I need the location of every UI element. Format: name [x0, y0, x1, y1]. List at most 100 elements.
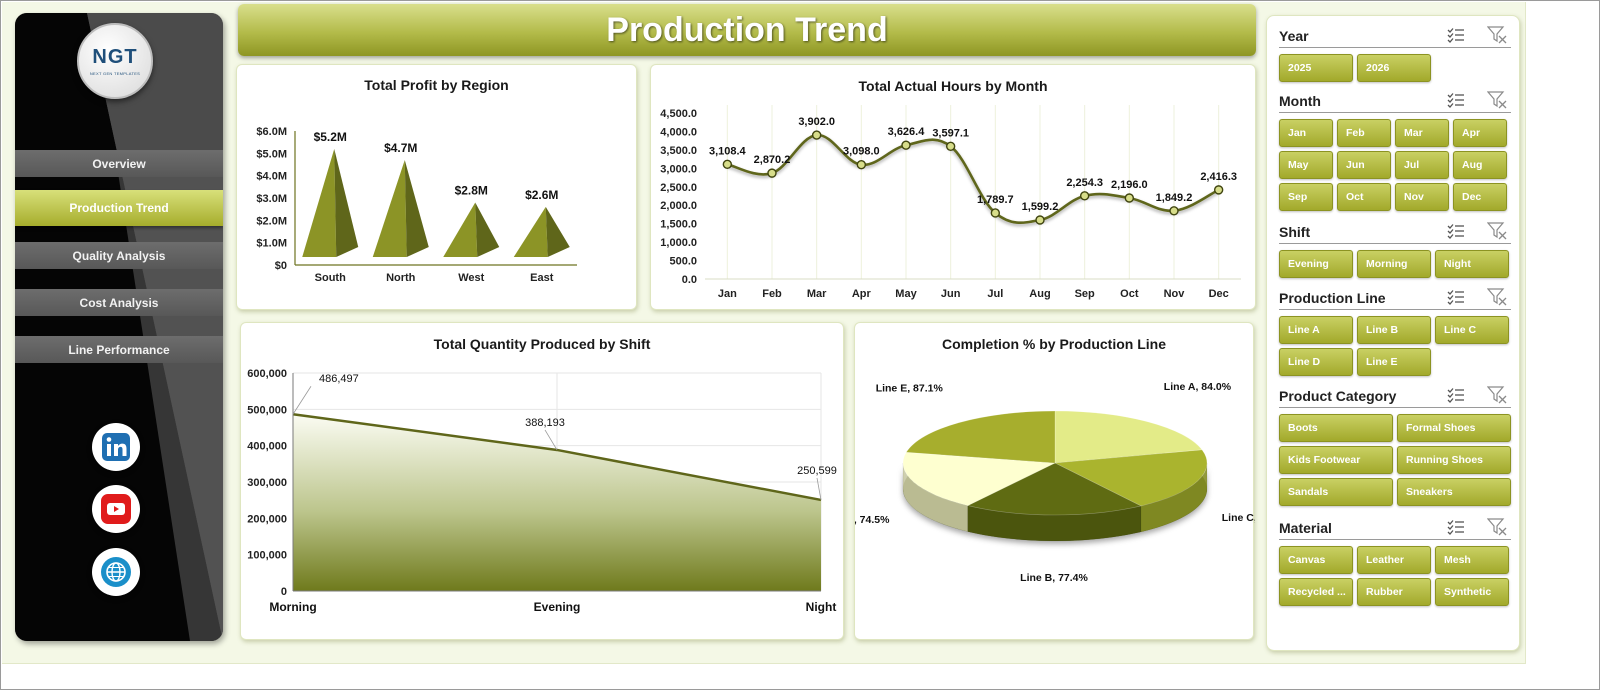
- slicer-header: Product Category: [1279, 382, 1511, 408]
- slice-label: Line B, 77.4%: [1020, 572, 1088, 584]
- sidebar-background: [15, 13, 223, 641]
- slicer-item[interactable]: Mar: [1395, 119, 1449, 147]
- data-label: $2.6M: [525, 188, 558, 202]
- slicer-item[interactable]: Line C: [1435, 316, 1509, 344]
- slicer-item[interactable]: Line A: [1279, 316, 1353, 344]
- y-tick-label: 4,000.0: [660, 126, 697, 138]
- slicer-item[interactable]: Synthetic: [1435, 578, 1509, 606]
- slicer-product-category: Product Category Boots Formal Shoes Kids Fo…: [1279, 382, 1511, 506]
- leader-line: [544, 429, 558, 451]
- data-label: 486,497: [319, 373, 359, 385]
- chart-title: Total Actual Hours by Month: [858, 78, 1048, 94]
- slicer-header: Material: [1279, 514, 1511, 540]
- slicer-item[interactable]: Oct: [1337, 183, 1391, 211]
- slicer-item[interactable]: Line D: [1279, 348, 1353, 376]
- chart-title: Total Profit by Region: [364, 77, 509, 93]
- slicer-item[interactable]: Aug: [1453, 151, 1507, 179]
- slicer-item[interactable]: 2025: [1279, 54, 1353, 82]
- sidebar: NGT NEXT GEN TEMPLATES Overview Producti…: [15, 13, 223, 641]
- y-tick-label: 600,000: [247, 368, 287, 380]
- slicer-header: Year: [1279, 22, 1511, 48]
- data-label: 3,098.0: [843, 146, 880, 158]
- clear-filter-icon[interactable]: [1487, 222, 1507, 240]
- nav-overview[interactable]: Overview: [15, 150, 223, 177]
- data-point: [1213, 185, 1224, 195]
- y-tick-label: 2,000.0: [660, 200, 697, 212]
- data-label: 3,108.4: [709, 145, 747, 157]
- y-tick-label: $0: [275, 260, 287, 272]
- multi-select-icon[interactable]: [1447, 223, 1465, 239]
- data-label: 1,849.2: [1156, 192, 1193, 204]
- slicer-item[interactable]: Sneakers: [1397, 478, 1511, 506]
- multi-select-icon[interactable]: [1447, 519, 1465, 535]
- slicer-item[interactable]: Sep: [1279, 183, 1333, 211]
- clear-filter-icon[interactable]: [1487, 386, 1507, 404]
- linkedin-button[interactable]: [92, 423, 140, 471]
- slicer-title: Shift: [1279, 224, 1311, 240]
- pie-slice: [1053, 449, 1208, 507]
- nav-line-performance[interactable]: Line Performance: [15, 336, 223, 363]
- slicer-item[interactable]: Jul: [1395, 151, 1449, 179]
- slicer-item[interactable]: Morning: [1357, 250, 1431, 278]
- chart-title: Completion % by Production Line: [942, 336, 1166, 352]
- slicer-item[interactable]: Jan: [1279, 119, 1333, 147]
- slicer-item[interactable]: Leather: [1357, 546, 1431, 574]
- slicer-item[interactable]: Nov: [1395, 183, 1449, 211]
- data-point: [1169, 206, 1179, 216]
- data-label: 3,597.1: [932, 127, 969, 139]
- slice-label: Line E, 87.1%: [876, 383, 944, 395]
- website-button[interactable]: [92, 548, 140, 596]
- slicer-item[interactable]: May: [1279, 151, 1333, 179]
- quantity-by-shift-chart: Total Quantity Produced by Shift 0 100,00…: [240, 322, 844, 640]
- slicer-item[interactable]: Jun: [1337, 151, 1391, 179]
- y-tick-label: $2.0M: [256, 215, 287, 227]
- slicer-item[interactable]: Formal Shoes: [1397, 414, 1511, 442]
- nav-cost-analysis[interactable]: Cost Analysis: [15, 289, 223, 316]
- slicer-item[interactable]: Apr: [1453, 119, 1507, 147]
- data-point: [1124, 193, 1135, 203]
- slicer-item[interactable]: Dec: [1453, 183, 1507, 211]
- pyramid-bar: [302, 148, 359, 257]
- nav-quality-analysis[interactable]: Quality Analysis: [15, 242, 223, 269]
- nav-production-trend[interactable]: Production Trend: [15, 190, 223, 226]
- pie-slice: [905, 410, 1056, 464]
- slicer-month: Month Jan Feb Mar Apr May Jun Jul Aug Sep Oct Nov De…: [1279, 87, 1511, 211]
- y-tick-label: $6.0M: [256, 126, 287, 138]
- data-label: 1,789.7: [977, 194, 1014, 206]
- multi-select-icon[interactable]: [1447, 289, 1465, 305]
- slicer-item[interactable]: 2026: [1357, 54, 1431, 82]
- multi-select-icon[interactable]: [1447, 27, 1465, 43]
- y-tick-label: 0.0: [682, 274, 697, 286]
- slicer-item[interactable]: Evening: [1279, 250, 1353, 278]
- page-title: Production Trend: [606, 10, 888, 49]
- slicer-item[interactable]: Running Shoes: [1397, 446, 1511, 474]
- clear-filter-icon[interactable]: [1487, 26, 1507, 44]
- slicer-item[interactable]: Line E: [1357, 348, 1431, 376]
- clear-filter-icon[interactable]: [1487, 91, 1507, 109]
- multi-select-icon[interactable]: [1447, 387, 1465, 403]
- slicer-item[interactable]: Kids Footwear: [1279, 446, 1393, 474]
- y-tick-label: 500,000: [247, 404, 287, 416]
- data-point: [811, 130, 822, 140]
- slicer-item[interactable]: Feb: [1337, 119, 1391, 147]
- slicer-item[interactable]: Boots: [1279, 414, 1393, 442]
- data-label: 2,196.0: [1111, 179, 1148, 191]
- clear-filter-icon[interactable]: [1487, 288, 1507, 306]
- y-tick-label: 500.0: [669, 256, 697, 268]
- data-label: 1,599.2: [1022, 201, 1059, 213]
- slicer-item[interactable]: Mesh: [1435, 546, 1509, 574]
- slicer-item[interactable]: Recycled ...: [1279, 578, 1353, 606]
- x-tick-label: West: [458, 272, 484, 284]
- slicer-item[interactable]: Canvas: [1279, 546, 1353, 574]
- slicer-item[interactable]: Sandals: [1279, 478, 1393, 506]
- clear-filter-icon[interactable]: [1487, 518, 1507, 536]
- slicer-item[interactable]: Rubber: [1357, 578, 1431, 606]
- x-tick-label: South: [315, 272, 346, 284]
- multi-select-icon[interactable]: [1447, 92, 1465, 108]
- youtube-button[interactable]: [92, 485, 140, 533]
- slicer-item[interactable]: Night: [1435, 250, 1509, 278]
- slicer-item[interactable]: Line B: [1357, 316, 1431, 344]
- pyramid-bar: [513, 206, 570, 257]
- data-label: 388,193: [525, 417, 565, 429]
